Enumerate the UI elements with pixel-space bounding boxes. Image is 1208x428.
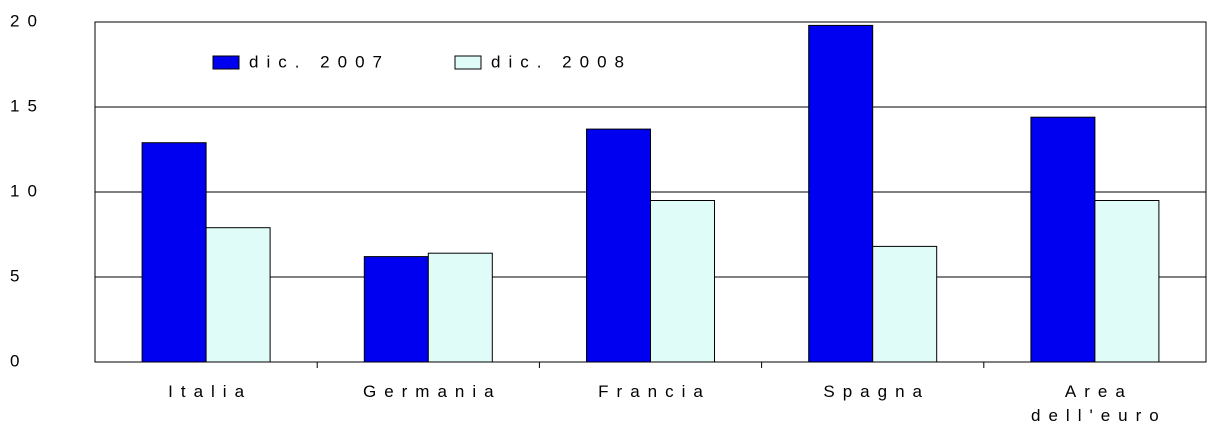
y-tick-label: 15 xyxy=(10,96,45,115)
bar xyxy=(141,142,207,363)
legend-label: dic. 2008 xyxy=(491,52,632,71)
x-tick-label: Germania xyxy=(362,382,502,401)
bar xyxy=(363,256,429,363)
bar xyxy=(205,227,271,363)
bar xyxy=(1030,116,1096,363)
y-tick-label: 20 xyxy=(10,11,45,30)
legend-swatch xyxy=(454,55,482,70)
bar xyxy=(872,245,938,363)
bar xyxy=(586,128,651,363)
x-tick-label: Italia xyxy=(168,382,253,401)
bar xyxy=(808,24,874,363)
legend-swatch xyxy=(212,55,240,70)
y-tick-label: 0 xyxy=(10,351,27,370)
x-tick-label: Spagna xyxy=(823,382,930,401)
x-tick-label: Area dell'euro xyxy=(1031,382,1167,425)
y-tick-label: 10 xyxy=(10,181,45,200)
bar xyxy=(1094,200,1160,363)
bar xyxy=(650,200,715,363)
y-tick-label: 5 xyxy=(10,266,27,285)
bar xyxy=(427,252,493,363)
legend-label: dic. 2007 xyxy=(249,52,390,71)
x-tick-label: Francia xyxy=(598,382,711,401)
